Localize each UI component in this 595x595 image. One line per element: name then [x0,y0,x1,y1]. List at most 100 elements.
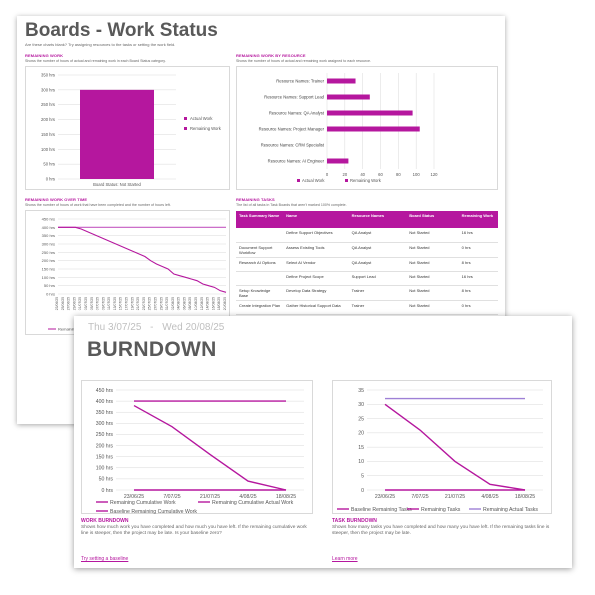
series-line [58,226,227,293]
table-cell: Create Integration Plan [236,300,284,315]
remaining-tasks-desc: The list of all tasks in Task Boards tha… [236,203,347,207]
x-tick-label: 18/08/25 [276,494,296,500]
y-tick-label: 400 hrs [96,399,114,405]
x-tick-label: 07/07/25 [96,297,100,310]
date-end: Wed 20/08/25 [162,322,225,333]
y-tick-label: 300 hrs [42,242,55,247]
x-tick-label: 40 [360,172,365,177]
resource-label: Resource Names: Project Manager [259,127,325,132]
table-row: Define Project Scope Support Lead Not Star… [236,271,498,286]
remaining-tasks-heading: REMAINING TASKS [236,197,275,202]
x-tick-label: 100 [413,172,421,177]
table-cell: QA Analyst [348,242,407,258]
table-cell: QA Analyst [348,228,407,243]
task-burndown-heading: TASK BURNDOWN [332,518,377,524]
table-cell: Support Lead [348,271,407,286]
y-tick-label: 10 [358,459,364,465]
work-burndown-chart: 0 hrs 50 hrs 100 hrs 150 hrs 200 hrs 250 hrs 3… [96,388,304,515]
table-cell: Not Started [406,257,459,272]
remaining-tasks-table: Task Summary Name Name Resource Names Board… [236,211,498,329]
remaining-work-chart-panel: 0 hrs 50 hrs 100 hrs 150 hrs 200 hrs 250 hrs 3… [25,66,230,190]
learn-more-link[interactable]: Learn more [332,556,358,562]
y-tick-label: 200 hrs [42,258,55,263]
work-burndown-heading: WORK BURNDOWN [81,518,129,524]
resource-label: Resource Names: Support Lead [264,95,324,100]
y-tick-label: 200 hrs [96,443,114,449]
report-title: Boards - Work Status [25,20,218,41]
table-cell [236,228,284,243]
y-tick-label: 5 [361,474,364,480]
x-tick-label: 80 [396,172,401,177]
table-cell: Define Support Objectives [283,228,349,243]
legend-label: Remaining Cumulative Actual Work [212,500,294,506]
x-tick-label: 19/07/25 [130,297,134,310]
x-tick-label: 21/07/25 [445,494,465,500]
table-cell: Not Started [406,285,459,301]
y-tick-label: 250 hrs [41,102,55,107]
table-cell: Gather Historical Support Data [283,300,349,315]
legend-label: Remaining Work [350,178,382,183]
x-tick-label: 23/06/25 [375,494,395,500]
x-tick-label: 4/08/25 [481,494,498,500]
table-header-row: Task Summary Name Name Resource Names Board… [236,211,498,228]
x-tick-label: 13/07/25 [113,297,117,310]
bar-remaining-work [327,110,413,116]
x-tick-label: 20/08/25 [223,297,227,310]
x-tick-label: 17/07/25 [125,297,129,310]
legend-label: Remaining Actual Tasks [483,507,538,513]
work-status-report: Boards - Work Status Are these charts bl… [17,16,505,424]
legend-label: Baseline Remaining Cumulative Work [110,509,197,515]
legend-swatch [345,179,348,182]
table-cell: Not Started [406,242,459,258]
task-burndown-chart-panel: 0 5 10 15 20 25 30 35 23/06/25 7/07/25 21/07/25 4/0… [332,380,552,514]
table-cell: Select AI Vendor [283,257,349,272]
remaining-work-chart: 0 hrs 50 hrs 100 hrs 150 hrs 200 hrs 250 hrs 3… [41,73,222,188]
x-tick-label: 27/06/25 [67,297,71,310]
x-tick-label: 21/07/25 [136,297,140,310]
remaining-work-heading: REMAINING WORK [25,53,64,58]
y-tick-label: 100 hrs [41,147,55,152]
x-tick-label: 16/08/25 [211,297,215,310]
y-tick-label: 0 [361,488,364,494]
series-line [384,403,526,491]
x-tick-label: 03/07/25 [84,297,88,310]
x-tick-label: 18/08/25 [515,494,535,500]
table-cell: 16 hrs [458,271,498,286]
remaining-work-desc: Shows the number of hours of actual and … [25,59,166,63]
column-header: Remaining Work [458,211,498,228]
y-tick-label: 25 [358,416,364,422]
by-resource-chart-panel: 0 20 40 60 80 100 120 Resource Names: Trainer Re… [236,66,498,190]
work-burndown-desc: Shows how much work you have completed a… [81,525,307,536]
legend-label: Actual Work [302,178,325,183]
table-row: Create Integration Plan Gather Historical… [236,300,498,315]
y-tick-label: 200 hrs [41,117,55,122]
y-tick-label: 35 [358,388,364,394]
y-tick-label: 450 hrs [42,217,55,222]
legend-swatch [297,179,300,182]
y-tick-label: 0 hrs [101,488,113,494]
x-tick-label: 08/08/25 [188,297,192,310]
column-header: Task Summary Name [236,211,284,228]
y-tick-label: 300 hrs [96,421,114,427]
x-tick-label: 06/08/25 [182,297,186,310]
x-tick-label: 27/07/25 [153,297,157,310]
legend-label: Remaining Cumulative Work [110,500,176,506]
over-time-heading: REMAINING WORK OVER TIME [25,197,88,202]
table-cell: 0 hrs [458,300,498,315]
legend-label: Baseline Remaining Tasks [351,507,412,513]
y-tick-label: 15 [358,445,364,451]
set-baseline-link[interactable]: Try setting a baseline [81,556,129,562]
by-resource-heading: REMAINING WORK BY RESOURCE [236,53,306,58]
table-cell: Document Support Workflow [236,242,284,258]
y-tick-label: 20 [358,431,364,437]
burndown-title: BURNDOWN [87,338,217,361]
y-tick-label: 150 hrs [42,267,55,272]
over-time-chart-panel: 0 hrs 50 hrs 100 hrs 150 hrs 200 hrs 250 hrs 3… [25,210,230,335]
x-tick-label: 09/07/25 [101,297,105,310]
table-cell: 8 hrs [458,257,498,272]
by-resource-chart: 0 20 40 60 80 100 120 Resource Names: Trainer Re… [259,73,438,183]
x-tick-label: 02/08/25 [171,297,175,310]
table-cell: Not Started [406,271,459,286]
table-cell: Not Started [406,228,459,243]
task-burndown-desc: Shows how many tasks you have completed … [332,525,550,536]
